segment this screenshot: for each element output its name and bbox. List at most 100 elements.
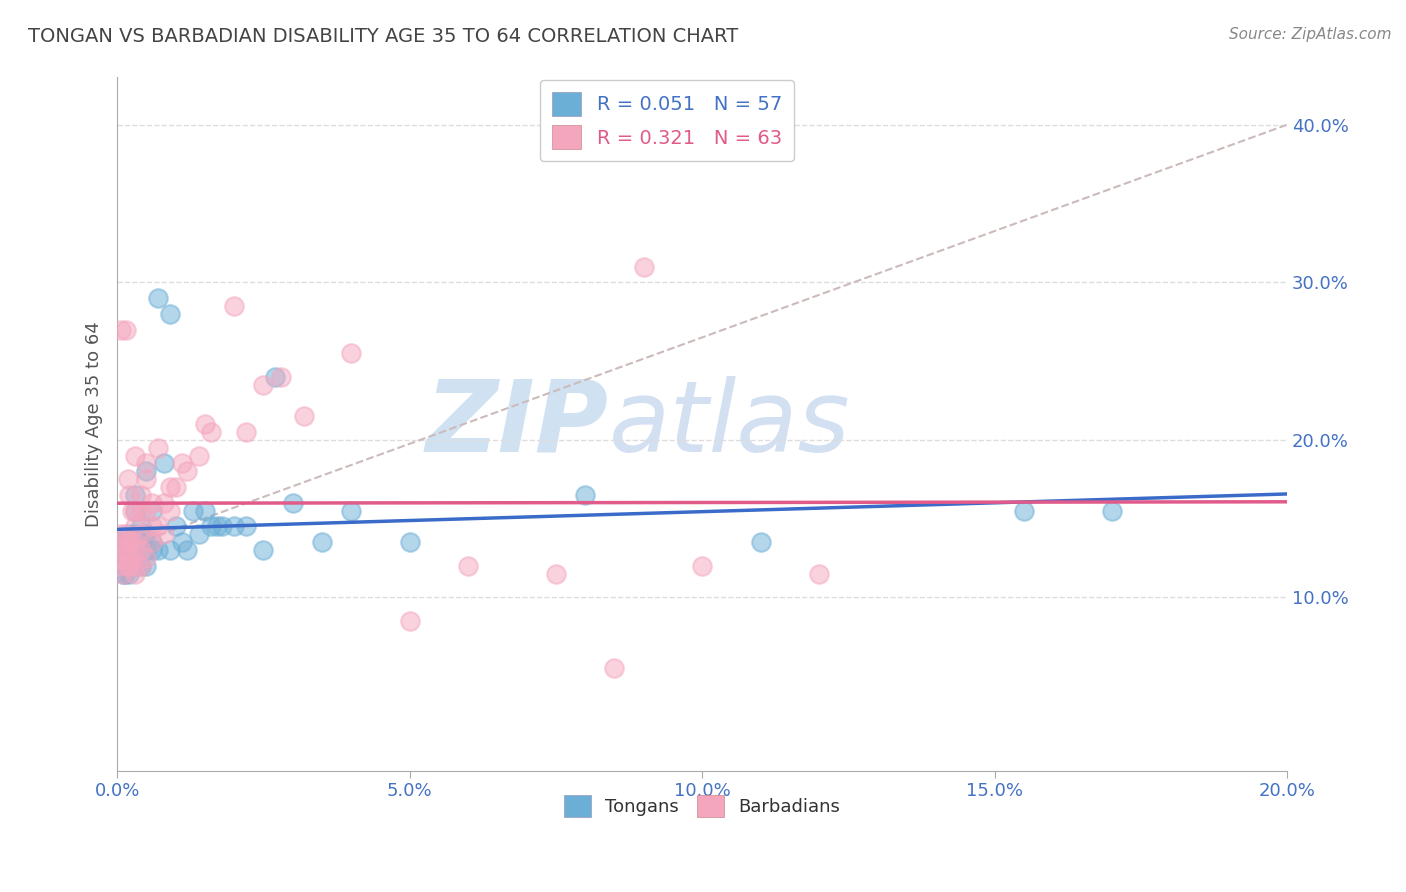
Point — [141, 535, 163, 549]
Point — [124, 543, 146, 558]
Point — [124, 527, 146, 541]
Point — [292, 409, 315, 424]
Point — [457, 558, 479, 573]
Point — [108, 551, 131, 566]
Point — [141, 543, 163, 558]
Point — [112, 566, 135, 581]
Point — [135, 457, 157, 471]
Point — [281, 496, 304, 510]
Point — [129, 543, 152, 558]
Point — [107, 558, 129, 573]
Point — [211, 519, 233, 533]
Point — [129, 535, 152, 549]
Point — [120, 551, 142, 566]
Point — [159, 307, 181, 321]
Point — [129, 558, 152, 573]
Point — [114, 566, 136, 581]
Point — [141, 535, 163, 549]
Point — [124, 449, 146, 463]
Point — [124, 558, 146, 573]
Point — [120, 543, 142, 558]
Point — [141, 519, 163, 533]
Point — [115, 543, 138, 558]
Point — [129, 488, 152, 502]
Point — [808, 566, 831, 581]
Point — [633, 260, 655, 274]
Point — [112, 551, 135, 566]
Point — [112, 543, 135, 558]
Text: TONGAN VS BARBADIAN DISABILITY AGE 35 TO 64 CORRELATION CHART: TONGAN VS BARBADIAN DISABILITY AGE 35 TO… — [28, 27, 738, 45]
Point — [129, 519, 152, 533]
Point — [235, 519, 257, 533]
Point — [153, 457, 176, 471]
Point — [544, 566, 567, 581]
Point — [159, 543, 181, 558]
Point — [108, 527, 131, 541]
Point — [749, 535, 772, 549]
Point — [176, 543, 198, 558]
Y-axis label: Disability Age 35 to 64: Disability Age 35 to 64 — [86, 321, 103, 527]
Point — [603, 661, 626, 675]
Point — [188, 449, 211, 463]
Point — [264, 369, 287, 384]
Point — [135, 527, 157, 541]
Point — [121, 535, 143, 549]
Point — [311, 535, 333, 549]
Point — [181, 504, 204, 518]
Point — [252, 377, 274, 392]
Point — [124, 566, 146, 581]
Point — [1012, 504, 1035, 518]
Point — [120, 535, 142, 549]
Point — [135, 543, 157, 558]
Point — [146, 543, 169, 558]
Point — [146, 519, 169, 533]
Point — [118, 551, 141, 566]
Point — [115, 558, 138, 573]
Point — [690, 558, 713, 573]
Point — [124, 558, 146, 573]
Point — [146, 441, 169, 455]
Point — [114, 527, 136, 541]
Point — [129, 527, 152, 541]
Point — [110, 322, 132, 336]
Point — [118, 566, 141, 581]
Point — [141, 504, 163, 518]
Point — [124, 504, 146, 518]
Point — [194, 417, 217, 431]
Point — [135, 464, 157, 478]
Point — [112, 551, 135, 566]
Point — [153, 496, 176, 510]
Point — [159, 480, 181, 494]
Point — [124, 504, 146, 518]
Point — [114, 535, 136, 549]
Text: ZIP: ZIP — [426, 376, 609, 473]
Point — [170, 535, 193, 549]
Point — [141, 496, 163, 510]
Point — [124, 543, 146, 558]
Point — [135, 504, 157, 518]
Point — [118, 488, 141, 502]
Point — [108, 551, 131, 566]
Point — [135, 558, 157, 573]
Point — [135, 551, 157, 566]
Point — [200, 425, 222, 439]
Point — [165, 480, 187, 494]
Point — [153, 527, 176, 541]
Point — [117, 472, 139, 486]
Point — [115, 558, 138, 573]
Point — [170, 457, 193, 471]
Point — [224, 299, 246, 313]
Text: atlas: atlas — [609, 376, 851, 473]
Point — [115, 322, 138, 336]
Point — [194, 504, 217, 518]
Point — [188, 527, 211, 541]
Point — [124, 535, 146, 549]
Point — [235, 425, 257, 439]
Point — [1101, 504, 1123, 518]
Point — [165, 519, 187, 533]
Point — [176, 464, 198, 478]
Point — [115, 558, 138, 573]
Point — [200, 519, 222, 533]
Point — [205, 519, 228, 533]
Point — [118, 558, 141, 573]
